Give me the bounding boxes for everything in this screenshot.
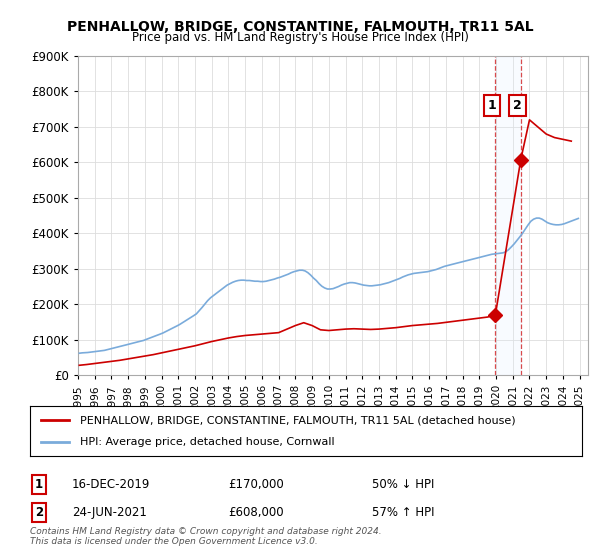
Text: £608,000: £608,000: [228, 506, 284, 519]
Bar: [496, 56, 521, 375]
Text: 57% ↑ HPI: 57% ↑ HPI: [372, 506, 434, 519]
Text: Contains HM Land Registry data © Crown copyright and database right 2024.
This d: Contains HM Land Registry data © Crown c…: [30, 526, 382, 546]
Text: 1: 1: [35, 478, 43, 491]
Text: 16-DEC-2019: 16-DEC-2019: [72, 478, 151, 491]
Text: 24-JUN-2021: 24-JUN-2021: [72, 506, 147, 519]
Text: 1: 1: [488, 99, 496, 112]
Text: PENHALLOW, BRIDGE, CONSTANTINE, FALMOUTH, TR11 5AL (detached house): PENHALLOW, BRIDGE, CONSTANTINE, FALMOUTH…: [80, 415, 515, 425]
Text: £170,000: £170,000: [228, 478, 284, 491]
Text: Price paid vs. HM Land Registry's House Price Index (HPI): Price paid vs. HM Land Registry's House …: [131, 31, 469, 44]
Text: 2: 2: [35, 506, 43, 519]
Text: 50% ↓ HPI: 50% ↓ HPI: [372, 478, 434, 491]
Text: HPI: Average price, detached house, Cornwall: HPI: Average price, detached house, Corn…: [80, 437, 334, 447]
Text: PENHALLOW, BRIDGE, CONSTANTINE, FALMOUTH, TR11 5AL: PENHALLOW, BRIDGE, CONSTANTINE, FALMOUTH…: [67, 20, 533, 34]
Text: 2: 2: [513, 99, 522, 112]
